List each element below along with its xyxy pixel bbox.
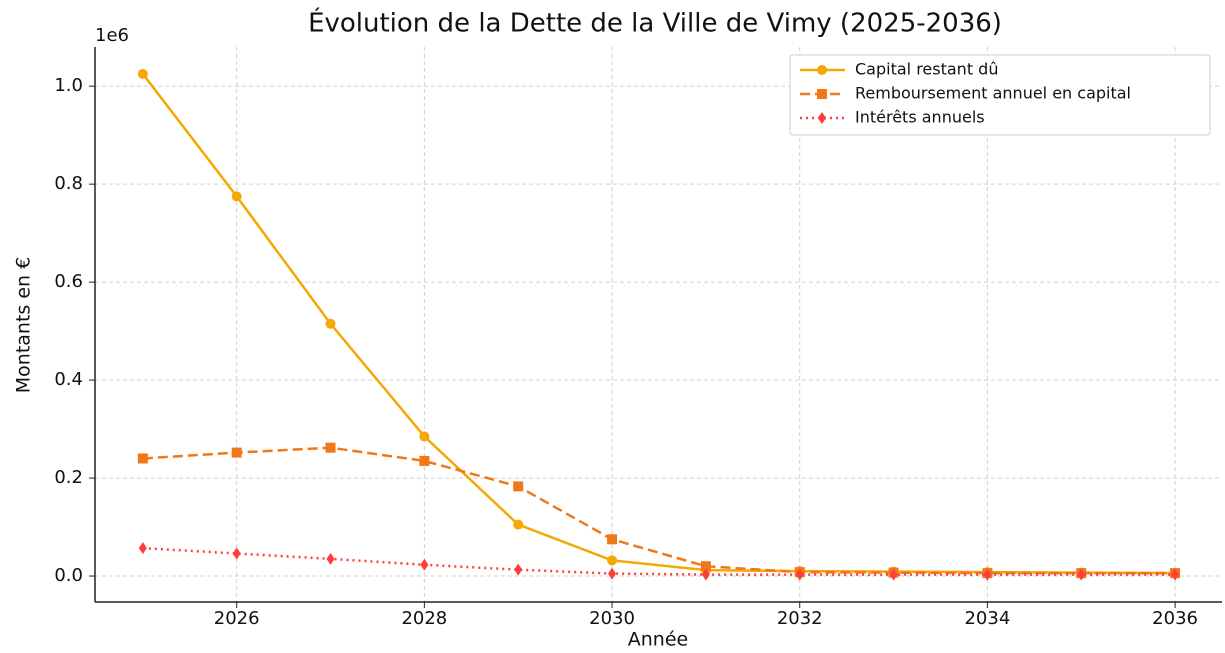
marker <box>818 112 826 124</box>
x-tick-label: 2036 <box>1152 608 1198 629</box>
marker <box>137 453 148 464</box>
x-tick-label: 2026 <box>214 608 260 629</box>
marker <box>419 455 430 466</box>
marker <box>608 567 617 580</box>
y-offset-label: 1e6 <box>95 25 129 46</box>
y-tick-label: 0.6 <box>54 271 83 292</box>
marker <box>817 89 827 99</box>
marker <box>817 65 827 75</box>
x-tick-label: 2034 <box>964 608 1010 629</box>
series-line <box>141 73 1176 575</box>
marker <box>513 519 524 530</box>
marker <box>513 481 524 492</box>
marker <box>889 568 898 581</box>
marker <box>231 447 242 458</box>
marker <box>607 534 618 545</box>
legend-label: Intérêts annuels <box>855 108 985 127</box>
marker <box>326 552 335 565</box>
marker <box>514 563 523 576</box>
marker <box>138 542 147 555</box>
marker <box>419 431 430 442</box>
x-axis-label: Année <box>628 629 688 651</box>
legend: Capital restant dû Remboursement annuel e… <box>789 54 1211 136</box>
y-tick-label: 0.2 <box>54 467 83 488</box>
legend-label: Remboursement annuel en capital <box>855 84 1131 103</box>
series-line <box>142 546 1176 576</box>
legend-box <box>789 54 1211 136</box>
x-tick-label: 2032 <box>777 608 823 629</box>
marker <box>231 191 242 202</box>
marker <box>137 68 148 79</box>
marker <box>325 442 336 453</box>
y-tick-label: 1.0 <box>54 75 83 96</box>
marker <box>420 558 429 571</box>
x-tick-label: 2030 <box>589 608 635 629</box>
marker <box>701 568 710 581</box>
marker <box>607 555 618 566</box>
marker <box>1077 568 1086 581</box>
marker <box>1171 568 1180 581</box>
y-axis-label: Montants en € <box>13 257 35 393</box>
x-tick-label: 2028 <box>401 608 447 629</box>
y-tick-label: 0.4 <box>54 369 83 390</box>
marker <box>700 561 711 572</box>
y-tick-label: 0.0 <box>54 565 83 586</box>
chart-title: Évolution de la Dette de la Ville de Vim… <box>308 7 1002 39</box>
marker <box>325 318 336 329</box>
marker <box>795 568 804 581</box>
legend-label: Capital restant dû <box>855 60 998 79</box>
y-tick-label: 0.8 <box>54 173 83 194</box>
marker <box>232 547 241 560</box>
marker <box>983 568 992 581</box>
series-line <box>142 446 1176 575</box>
